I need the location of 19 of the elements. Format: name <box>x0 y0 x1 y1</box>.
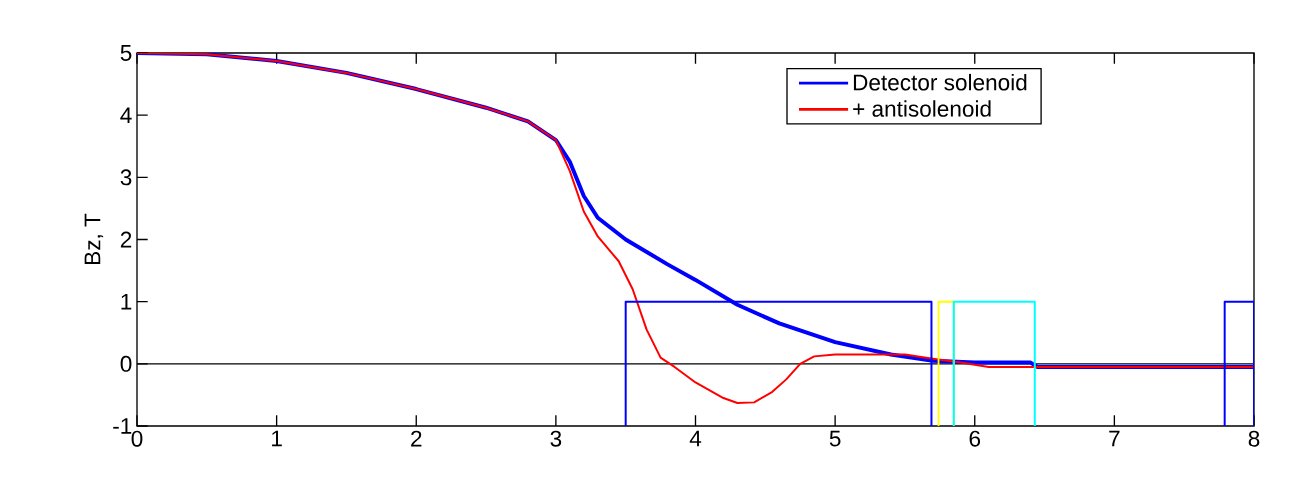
x-tick-label: 4 <box>689 430 702 447</box>
y-tick-label: -1 <box>113 418 132 434</box>
y-tick-label: 1 <box>121 293 132 310</box>
x-tick-label: 3 <box>550 430 562 447</box>
y-tick-label: 5 <box>120 45 132 61</box>
y-tick-label: 2 <box>120 231 132 248</box>
x-tick-label: 2 <box>411 430 422 447</box>
x-tick-label: 0 <box>131 430 143 447</box>
x-tick-label: 7 <box>1109 430 1120 447</box>
legend-label: Detector solenoid <box>853 73 1027 91</box>
x-tick-label: 8 <box>1248 430 1260 447</box>
legend-label: + antisolenoid <box>853 100 991 117</box>
y-tick-label: 0 <box>120 355 132 372</box>
y-tick-label: 4 <box>120 107 132 123</box>
y-axis-title: Bz, T <box>84 213 104 264</box>
x-tick-label: 5 <box>829 430 841 447</box>
y-tick-label: 3 <box>120 169 132 186</box>
x-tick-label: 1 <box>272 430 282 447</box>
x-tick-label: 6 <box>969 430 981 447</box>
